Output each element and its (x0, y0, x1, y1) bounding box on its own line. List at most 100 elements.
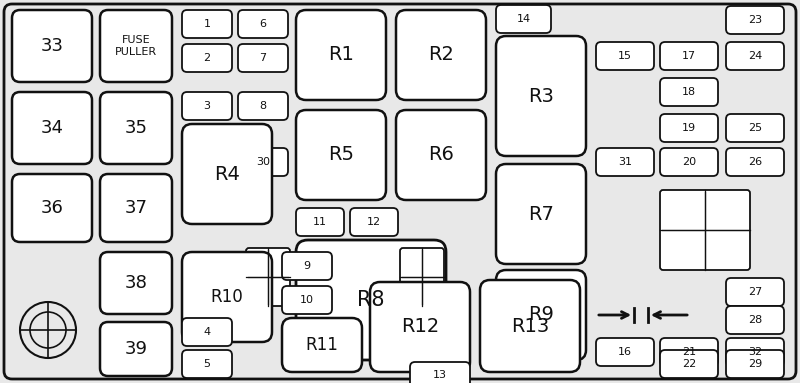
Text: 30: 30 (256, 157, 270, 167)
FancyBboxPatch shape (726, 114, 784, 142)
FancyBboxPatch shape (238, 92, 288, 120)
FancyBboxPatch shape (296, 10, 386, 100)
FancyBboxPatch shape (182, 350, 232, 378)
Text: R3: R3 (528, 87, 554, 105)
FancyBboxPatch shape (726, 6, 784, 34)
Text: 27: 27 (748, 287, 762, 297)
FancyBboxPatch shape (396, 10, 486, 100)
FancyBboxPatch shape (12, 174, 92, 242)
FancyBboxPatch shape (282, 252, 332, 280)
Text: 10: 10 (300, 295, 314, 305)
Text: R13: R13 (511, 316, 549, 336)
Text: 28: 28 (748, 315, 762, 325)
FancyBboxPatch shape (182, 44, 232, 72)
FancyBboxPatch shape (238, 10, 288, 38)
FancyBboxPatch shape (496, 164, 586, 264)
FancyBboxPatch shape (182, 318, 232, 346)
Text: 25: 25 (748, 123, 762, 133)
Text: 32: 32 (748, 347, 762, 357)
FancyBboxPatch shape (246, 248, 290, 306)
Text: 1: 1 (203, 19, 210, 29)
Text: 11: 11 (313, 217, 327, 227)
Text: R8: R8 (358, 290, 385, 310)
Text: 29: 29 (748, 359, 762, 369)
FancyBboxPatch shape (12, 92, 92, 164)
FancyBboxPatch shape (296, 240, 446, 360)
Text: R12: R12 (401, 318, 439, 337)
Text: 33: 33 (41, 37, 63, 55)
Text: 12: 12 (367, 217, 381, 227)
Text: R6: R6 (428, 146, 454, 165)
FancyBboxPatch shape (238, 148, 288, 176)
FancyBboxPatch shape (596, 42, 654, 70)
FancyBboxPatch shape (182, 10, 232, 38)
Text: 9: 9 (303, 261, 310, 271)
Text: 7: 7 (259, 53, 266, 63)
FancyBboxPatch shape (660, 42, 718, 70)
Text: 17: 17 (682, 51, 696, 61)
FancyBboxPatch shape (660, 148, 718, 176)
FancyBboxPatch shape (726, 148, 784, 176)
Text: 39: 39 (125, 340, 147, 358)
Text: 24: 24 (748, 51, 762, 61)
Text: 38: 38 (125, 274, 147, 292)
FancyBboxPatch shape (4, 4, 796, 379)
FancyBboxPatch shape (726, 306, 784, 334)
FancyBboxPatch shape (296, 110, 386, 200)
FancyBboxPatch shape (596, 148, 654, 176)
FancyBboxPatch shape (726, 338, 784, 366)
Text: FUSE
PULLER: FUSE PULLER (115, 35, 157, 57)
Text: 35: 35 (125, 119, 147, 137)
Text: R10: R10 (210, 288, 243, 306)
FancyBboxPatch shape (370, 282, 470, 372)
FancyBboxPatch shape (100, 252, 172, 314)
Text: 26: 26 (748, 157, 762, 167)
Text: 16: 16 (618, 347, 632, 357)
FancyBboxPatch shape (100, 174, 172, 242)
FancyBboxPatch shape (660, 114, 718, 142)
Text: 14: 14 (517, 14, 530, 24)
Text: 34: 34 (41, 119, 63, 137)
Text: 23: 23 (748, 15, 762, 25)
Text: 31: 31 (618, 157, 632, 167)
Text: 37: 37 (125, 199, 147, 217)
FancyBboxPatch shape (496, 36, 586, 156)
Text: 22: 22 (682, 359, 696, 369)
Text: R11: R11 (306, 336, 338, 354)
Text: 5: 5 (203, 359, 210, 369)
FancyBboxPatch shape (726, 42, 784, 70)
Text: R4: R4 (214, 165, 240, 183)
FancyBboxPatch shape (596, 338, 654, 366)
FancyBboxPatch shape (282, 318, 362, 372)
Text: R5: R5 (328, 146, 354, 165)
FancyBboxPatch shape (400, 248, 444, 306)
FancyBboxPatch shape (496, 270, 586, 360)
Text: R2: R2 (428, 46, 454, 64)
Text: 15: 15 (618, 51, 632, 61)
FancyBboxPatch shape (100, 10, 172, 82)
FancyBboxPatch shape (410, 362, 470, 383)
FancyBboxPatch shape (100, 322, 172, 376)
FancyBboxPatch shape (182, 92, 232, 120)
FancyBboxPatch shape (660, 350, 718, 378)
Text: 2: 2 (203, 53, 210, 63)
Text: 13: 13 (433, 370, 447, 380)
Text: R7: R7 (528, 205, 554, 224)
FancyBboxPatch shape (726, 350, 784, 378)
Text: 4: 4 (203, 327, 210, 337)
FancyBboxPatch shape (726, 278, 784, 306)
Text: 20: 20 (682, 157, 696, 167)
FancyBboxPatch shape (12, 10, 92, 82)
Text: 6: 6 (259, 19, 266, 29)
FancyBboxPatch shape (282, 286, 332, 314)
Text: 36: 36 (41, 199, 63, 217)
FancyBboxPatch shape (660, 78, 718, 106)
Text: 3: 3 (203, 101, 210, 111)
Text: R1: R1 (328, 46, 354, 64)
FancyBboxPatch shape (660, 190, 750, 270)
Text: 21: 21 (682, 347, 696, 357)
FancyBboxPatch shape (100, 92, 172, 164)
FancyBboxPatch shape (660, 338, 718, 366)
FancyBboxPatch shape (296, 208, 344, 236)
FancyBboxPatch shape (182, 124, 272, 224)
